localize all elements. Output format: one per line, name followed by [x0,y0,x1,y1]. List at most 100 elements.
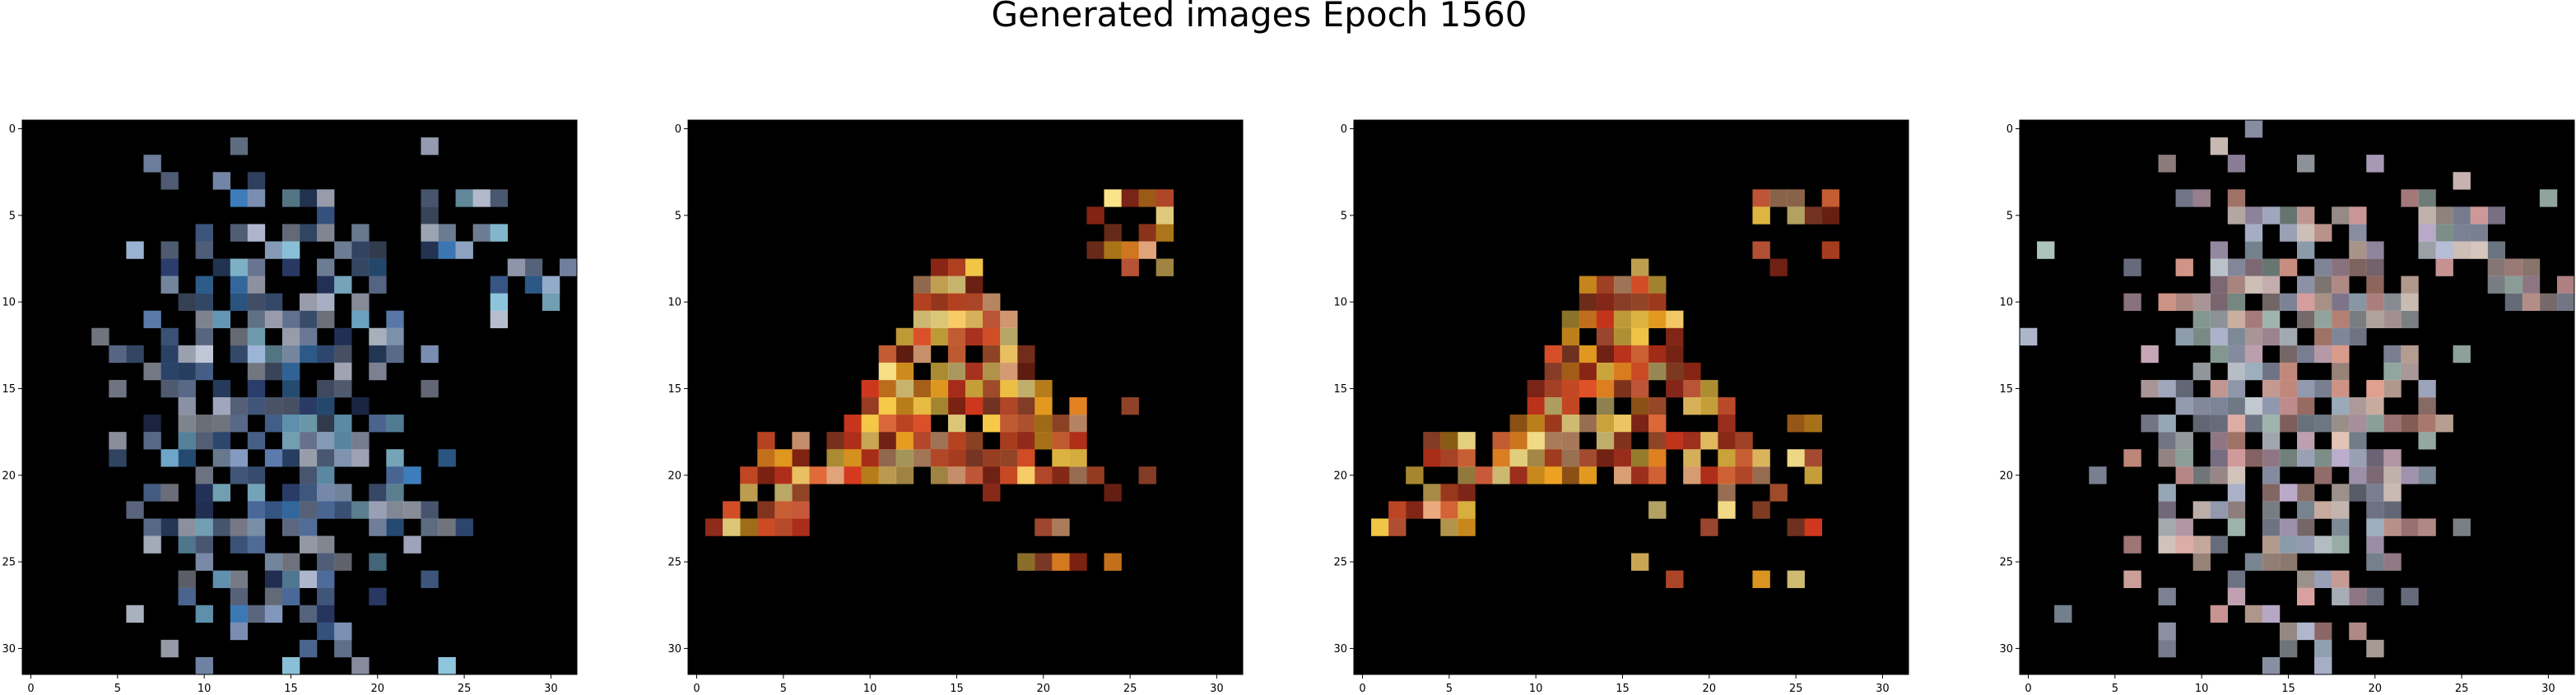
pixel [913,293,932,311]
pixel [2210,535,2229,554]
pixel [2297,310,2315,329]
pixel [1718,397,1736,415]
pixel [2192,397,2211,415]
pixel [2158,501,2176,519]
x-tick-label: 15 [284,683,298,695]
y-tick-label: 10 [2,297,16,309]
pixel [2332,397,2350,415]
x-tick-label: 0 [2025,683,2031,695]
pixel [1769,484,1788,502]
pixel [1561,466,1580,484]
pixel [2504,293,2523,311]
pixel [2192,466,2211,484]
pixel [2401,293,2419,311]
pixel [965,293,983,311]
pixel [2158,449,2176,467]
pixel [1561,327,1580,346]
pixel [1648,276,1667,294]
pixel [1752,570,1770,588]
pixel [300,639,318,658]
pixel [983,293,1001,311]
pixel [844,466,862,484]
pixel [2314,622,2332,641]
pixel [143,415,161,433]
pixel [2020,327,2038,346]
pixel [281,432,300,450]
pixel [2227,293,2246,311]
pixel [947,276,966,294]
pixel [965,379,983,398]
pixel [774,518,793,536]
pixel [195,484,213,502]
pixel [300,570,318,588]
pixel [2401,518,2419,536]
pixel [1052,553,1070,571]
pixel [2453,224,2471,242]
pixel [1787,206,1805,225]
pixel [300,189,318,207]
pixel [2262,432,2281,450]
pixel [247,362,266,381]
pixel [264,449,283,467]
pixel [369,484,387,502]
pixel [300,345,318,364]
pixel [2279,535,2298,554]
pixel [1035,379,1053,398]
pixel [230,570,249,588]
pixel [1561,449,1580,467]
pixel [2383,293,2402,311]
pixel [160,362,179,381]
pixel [895,327,914,346]
pixel [247,605,266,623]
pixel [490,224,509,242]
pixel [2244,241,2263,259]
pixel [195,535,213,554]
pixel [317,466,335,484]
pixel [1155,189,1174,207]
pixel [947,415,966,433]
pixel [1052,449,1070,467]
pixel [2349,327,2367,346]
pixel [2383,345,2402,364]
pixel [317,570,335,588]
pixel [351,293,370,311]
pixel [386,415,404,433]
pixel [2332,570,2350,588]
pixel [2227,484,2246,502]
pixel [264,362,283,381]
pixel [2366,155,2384,173]
pixel [723,518,741,536]
pixel [195,327,213,346]
panels-group: 0 5 10 15 20 25 30 0 5 10 15 20 25 30 0 5 10 15 20 25 30 0 5 10… [2,119,2575,695]
y-tick-label: 5 [1341,210,1347,222]
pixel [1683,466,1701,484]
pixel [317,535,335,554]
pixel [844,449,862,467]
pixel [930,432,949,450]
x-tick-label: 15 [2281,683,2295,695]
pixel [264,501,283,519]
pixel [281,379,300,398]
pixel [1069,466,1087,484]
x-tick-label: 20 [2369,683,2383,695]
pixel [1458,484,1476,502]
pixel [1423,449,1441,467]
pixel [438,518,456,536]
pixel [2210,466,2229,484]
pixel [230,224,249,242]
pixel [2210,258,2229,276]
pixel [281,484,300,502]
pixel [826,432,844,450]
pixel [195,553,213,571]
pixel [455,518,473,536]
pixel [844,432,862,450]
pixel [1121,241,1139,259]
pixel [490,189,509,207]
pixel [542,293,560,311]
pixel [1631,379,1649,398]
pixel [2227,587,2246,606]
pixel [2158,155,2176,173]
pixel [2227,415,2246,433]
pixel [930,310,949,329]
pixel [2314,415,2332,433]
